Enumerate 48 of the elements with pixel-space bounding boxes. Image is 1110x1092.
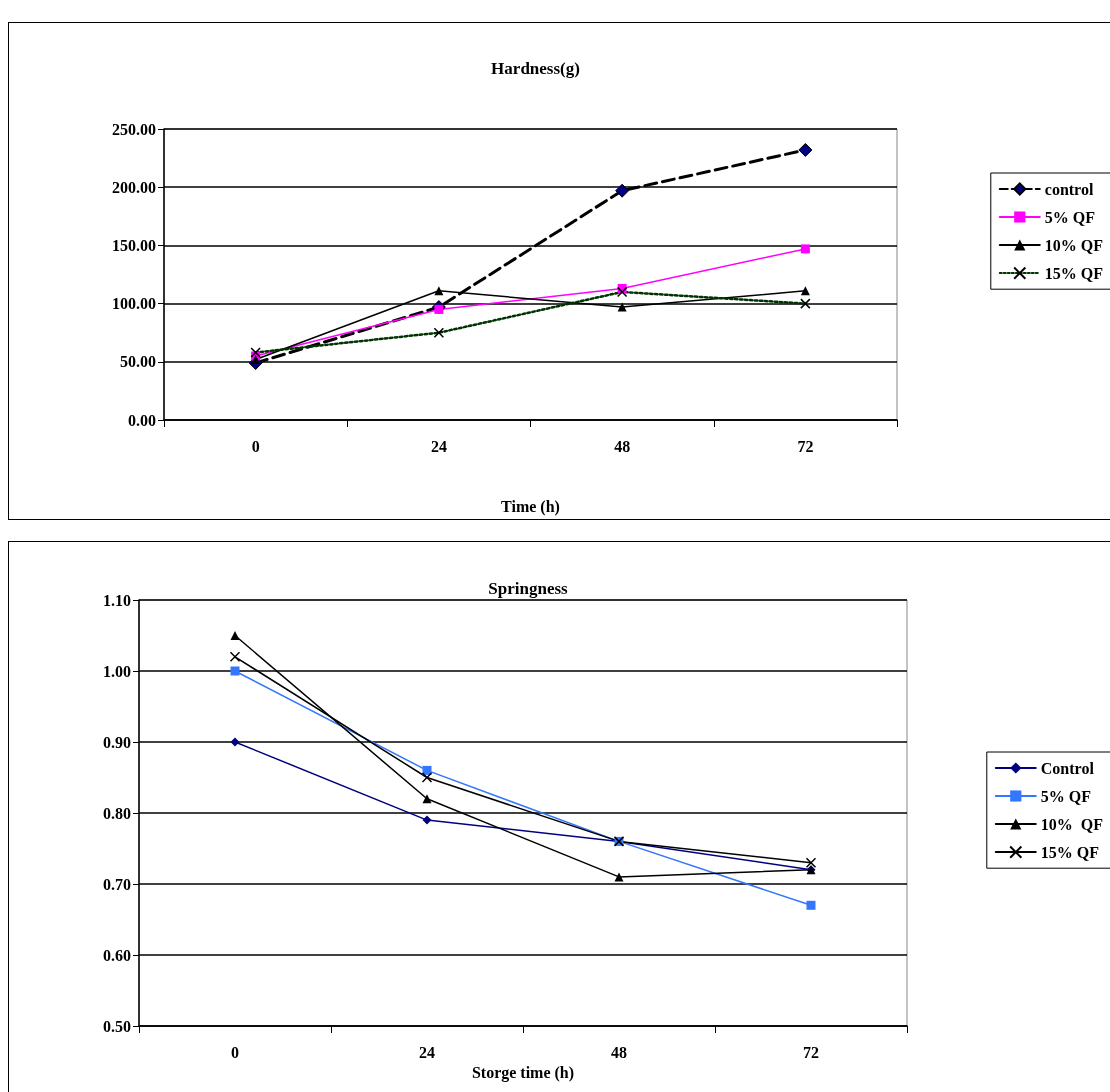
point bbox=[422, 794, 432, 804]
x-tick-label: 0 bbox=[251, 437, 260, 455]
point bbox=[800, 244, 810, 254]
x-tick-label: 48 bbox=[614, 437, 631, 455]
y-tick-label: 0.00 bbox=[128, 411, 156, 429]
x-tick-label: 72 bbox=[803, 1043, 819, 1061]
x-tick-label: 72 bbox=[797, 437, 814, 455]
point bbox=[617, 302, 627, 312]
chart-title: Hardness(g) bbox=[491, 59, 580, 78]
legend-label: 5% QF bbox=[1044, 208, 1096, 226]
legend-label: Control bbox=[1040, 759, 1095, 777]
point bbox=[230, 666, 240, 676]
x-tick-label: 48 bbox=[611, 1043, 627, 1061]
legend-label: 15% QF bbox=[1040, 843, 1100, 861]
point bbox=[230, 737, 240, 747]
y-tick-label: 0.70 bbox=[103, 875, 131, 893]
y-tick-label: 200.00 bbox=[112, 178, 156, 196]
point bbox=[615, 183, 630, 198]
y-tick-label: 0.60 bbox=[103, 946, 131, 964]
legend-label: 5% QF bbox=[1040, 787, 1092, 805]
point bbox=[805, 857, 817, 868]
y-tick-label: 0.90 bbox=[103, 733, 131, 751]
y-tick-label: 1.00 bbox=[103, 662, 131, 680]
chart-title: Springness bbox=[488, 579, 569, 598]
y-tick-label: 0.50 bbox=[103, 1017, 131, 1035]
y-tick-label: 150.00 bbox=[112, 236, 156, 254]
legend-label: control bbox=[1044, 180, 1094, 198]
legend-label: 10% QF bbox=[1040, 815, 1104, 833]
x-tick-label: 24 bbox=[430, 437, 447, 455]
x-tick-label: 24 bbox=[419, 1043, 435, 1061]
y-tick-label: 250.00 bbox=[112, 120, 156, 138]
point bbox=[229, 651, 241, 663]
y-tick-label: 1.10 bbox=[103, 591, 131, 609]
point bbox=[806, 900, 816, 910]
legend-label: 10% QF bbox=[1044, 236, 1104, 254]
y-tick-label: 50.00 bbox=[120, 353, 156, 371]
point bbox=[230, 631, 240, 640]
y-tick-label: 0.80 bbox=[103, 804, 131, 822]
point bbox=[614, 872, 624, 882]
y-tick-label: 100.00 bbox=[112, 295, 156, 313]
x-tick-label: 0 bbox=[231, 1043, 239, 1061]
x-axis-title: Storge time (h) bbox=[471, 1064, 575, 1083]
point bbox=[798, 142, 813, 157]
point bbox=[422, 765, 432, 775]
point bbox=[421, 772, 433, 783]
legend-label: 15% QF bbox=[1044, 264, 1104, 282]
x-axis-title: Time (h) bbox=[501, 497, 560, 516]
point bbox=[422, 815, 432, 825]
